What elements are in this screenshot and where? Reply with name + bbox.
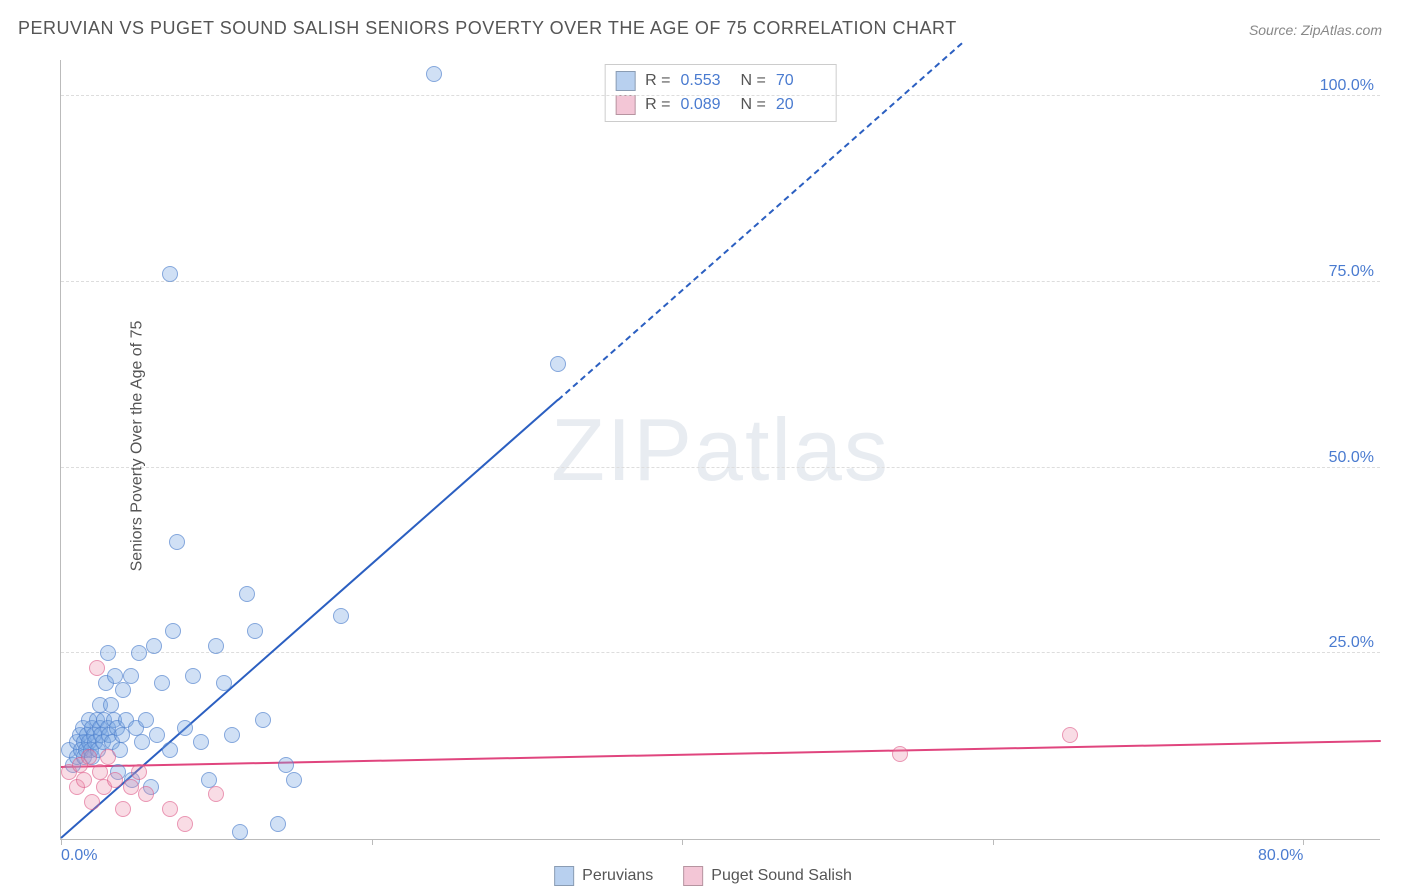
n-value-series1: 70 [776,72,826,90]
n-label: N = [741,96,766,114]
n-value-series2: 20 [776,96,826,114]
legend-row-series1: R = 0.553 N = 70 [615,69,826,93]
gridline-h [61,467,1380,468]
data-point [162,742,178,758]
data-point [550,356,566,372]
n-label: N = [741,72,766,90]
x-tick [1303,839,1304,845]
legend-swatch-series1 [615,71,635,91]
data-point [255,712,271,728]
data-point [169,534,185,550]
data-point [100,749,116,765]
data-point [131,764,147,780]
data-point [138,712,154,728]
y-tick-label: 50.0% [1329,449,1374,467]
data-point [115,801,131,817]
x-tick [372,839,373,845]
data-point [162,266,178,282]
data-point [239,586,255,602]
source-attribution: Source: ZipAtlas.com [1249,22,1382,38]
data-point [286,772,302,788]
legend-swatch-series2 [683,866,703,886]
data-point [201,772,217,788]
data-point [103,697,119,713]
data-point [165,623,181,639]
scatter-plot: ZIPatlas R = 0.553 N = 70 R = 0.089 N = … [60,60,1380,840]
y-tick-label: 75.0% [1329,263,1374,281]
gridline-h [61,652,1380,653]
legend-row-series2: R = 0.089 N = 20 [615,93,826,117]
r-label: R = [645,72,670,90]
y-tick-label: 25.0% [1329,634,1374,652]
data-point [193,734,209,750]
watermark: ZIPatlas [551,399,890,501]
data-point [134,734,150,750]
data-point [100,645,116,661]
y-tick-label: 100.0% [1320,77,1374,95]
data-point [177,816,193,832]
data-point [146,638,162,654]
x-tick-label: 0.0% [61,847,97,865]
data-point [208,786,224,802]
data-point [81,749,97,765]
trend-line [61,740,1381,768]
chart-title: PERUVIAN VS PUGET SOUND SALISH SENIORS P… [18,18,957,39]
data-point [123,668,139,684]
data-point [892,746,908,762]
legend-item-series1: Peruvians [554,866,653,886]
legend-swatch-series2 [615,95,635,115]
legend-swatch-series1 [554,866,574,886]
correlation-legend: R = 0.553 N = 70 R = 0.089 N = 20 [604,64,837,122]
watermark-thin: atlas [694,400,890,499]
data-point [232,824,248,840]
data-point [426,66,442,82]
data-point [162,801,178,817]
data-point [107,772,123,788]
data-point [123,779,139,795]
legend-label-series1: Peruvians [582,867,653,885]
data-point [149,727,165,743]
r-value-series1: 0.553 [681,72,731,90]
data-point [131,645,147,661]
data-point [92,764,108,780]
x-tick [682,839,683,845]
data-point [177,720,193,736]
data-point [154,675,170,691]
legend-label-series2: Puget Sound Salish [711,867,852,885]
series-legend: Peruvians Puget Sound Salish [554,866,852,886]
gridline-h [61,281,1380,282]
data-point [107,668,123,684]
r-label: R = [645,96,670,114]
legend-item-series2: Puget Sound Salish [683,866,852,886]
data-point [270,816,286,832]
x-tick [61,839,62,845]
data-point [278,757,294,773]
data-point [76,772,92,788]
data-point [333,608,349,624]
data-point [138,786,154,802]
x-tick [993,839,994,845]
data-point [89,660,105,676]
data-point [208,638,224,654]
data-point [115,682,131,698]
r-value-series2: 0.089 [681,96,731,114]
data-point [185,668,201,684]
data-point [1062,727,1078,743]
data-point [224,727,240,743]
data-point [216,675,232,691]
x-tick-label: 80.0% [1258,847,1303,865]
data-point [247,623,263,639]
gridline-h [61,95,1380,96]
watermark-bold: ZIP [551,400,694,499]
data-point [84,794,100,810]
